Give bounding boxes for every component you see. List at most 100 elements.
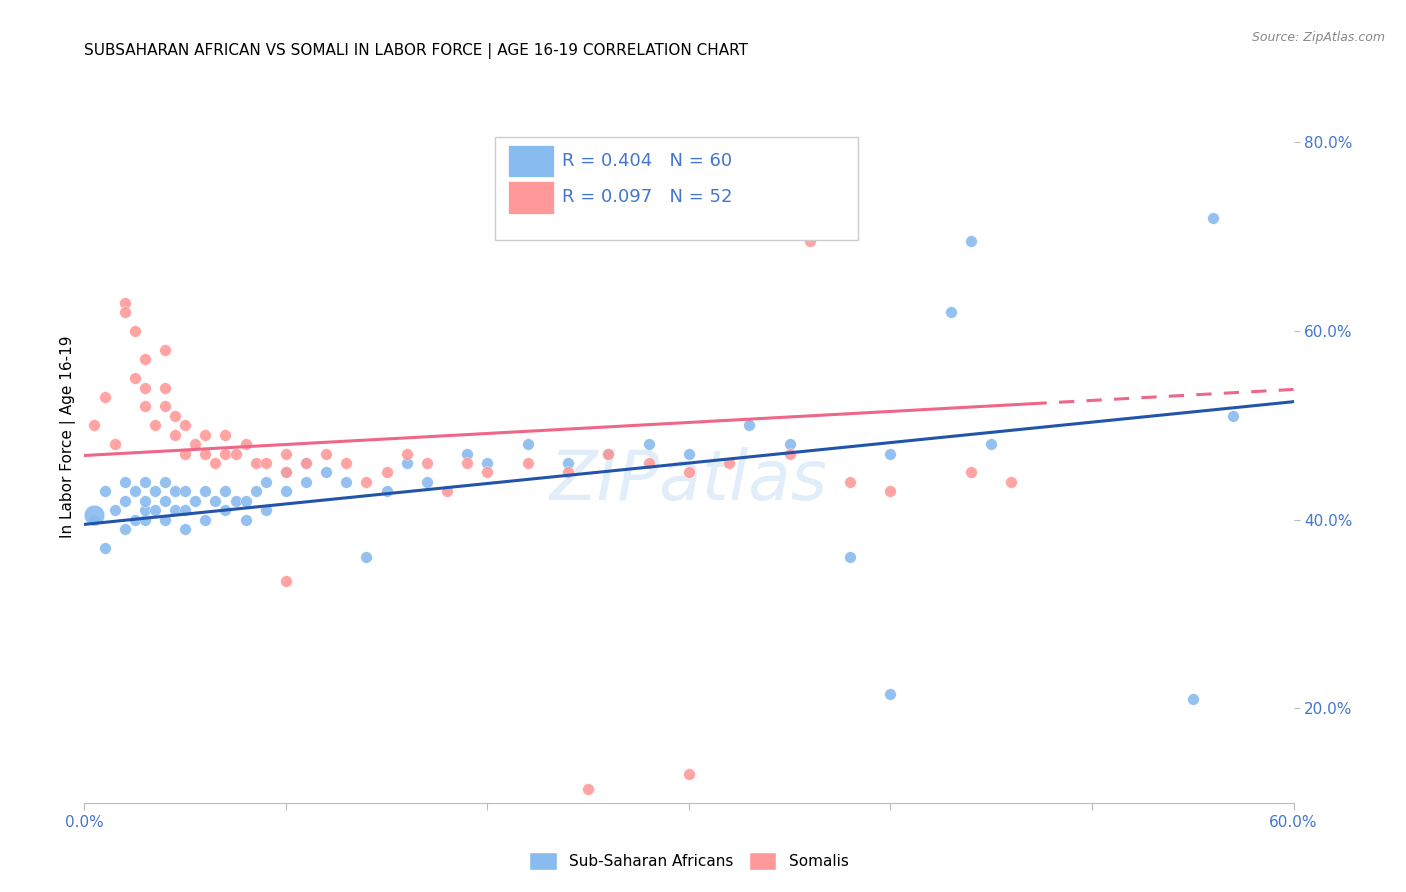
Point [879, 484, 901, 499]
Point [114, 522, 136, 536]
Point [335, 456, 357, 470]
Point [184, 437, 207, 451]
Text: R = 0.404   N = 60: R = 0.404 N = 60 [562, 152, 733, 169]
Point [165, 409, 187, 423]
Point [295, 456, 318, 470]
Point [738, 418, 761, 433]
Point [245, 456, 267, 470]
Point [134, 380, 156, 394]
Point [134, 352, 156, 367]
Point [980, 437, 1002, 451]
Point [194, 427, 217, 442]
Point [1181, 692, 1204, 706]
Text: ZIPatlas: ZIPatlas [550, 448, 828, 515]
Point [274, 466, 297, 480]
Point [93, 541, 115, 555]
Text: SUBSAHARAN AFRICAN VS SOMALI IN LABOR FORCE | AGE 16-19 CORRELATION CHART: SUBSAHARAN AFRICAN VS SOMALI IN LABOR FO… [84, 43, 748, 59]
Point [124, 513, 146, 527]
Point [356, 550, 378, 565]
Point [557, 466, 579, 480]
Point [204, 456, 226, 470]
Point [214, 447, 236, 461]
Point [1000, 475, 1022, 489]
Point [274, 484, 297, 499]
Point [153, 343, 176, 357]
Point [143, 418, 166, 433]
Point [274, 447, 297, 461]
Point [779, 437, 801, 451]
Point [174, 503, 197, 517]
Point [134, 475, 156, 489]
Point [356, 475, 378, 489]
Point [134, 503, 156, 517]
Point [174, 447, 197, 461]
Point [134, 493, 156, 508]
Point [254, 503, 277, 517]
Point [83, 508, 105, 522]
Point [315, 466, 337, 480]
Point [576, 781, 599, 796]
Point [456, 447, 478, 461]
Point [678, 447, 700, 461]
Point [194, 484, 217, 499]
Point [165, 427, 187, 442]
Point [214, 484, 236, 499]
Point [274, 574, 297, 588]
Point [516, 437, 538, 451]
Point [174, 522, 197, 536]
Point [477, 466, 499, 480]
Point [214, 503, 236, 517]
Point [1202, 211, 1225, 225]
Point [114, 295, 136, 310]
Point [225, 493, 247, 508]
Point [104, 503, 127, 517]
Text: Source: ZipAtlas.com: Source: ZipAtlas.com [1251, 31, 1385, 45]
Point [395, 456, 418, 470]
Point [235, 437, 257, 451]
FancyBboxPatch shape [495, 137, 858, 240]
Point [153, 513, 176, 527]
Point [104, 437, 127, 451]
Point [839, 550, 862, 565]
Point [114, 493, 136, 508]
Point [153, 475, 176, 489]
Point [114, 475, 136, 489]
Point [194, 513, 217, 527]
Text: R = 0.097   N = 52: R = 0.097 N = 52 [562, 188, 733, 206]
Y-axis label: In Labor Force | Age 16-19: In Labor Force | Age 16-19 [60, 335, 76, 539]
Point [153, 380, 176, 394]
Point [436, 484, 458, 499]
Point [960, 234, 983, 248]
Point [295, 475, 318, 489]
Point [375, 484, 398, 499]
Point [83, 418, 105, 433]
Point [416, 475, 439, 489]
Point [637, 437, 659, 451]
Point [879, 447, 901, 461]
Point [598, 447, 620, 461]
Point [678, 767, 700, 781]
Point [779, 447, 801, 461]
Point [143, 484, 166, 499]
Point [254, 456, 277, 470]
Point [194, 447, 217, 461]
Point [153, 493, 176, 508]
Point [395, 447, 418, 461]
Point [134, 400, 156, 414]
Point [939, 305, 962, 319]
Point [879, 687, 901, 701]
Point [678, 466, 700, 480]
FancyBboxPatch shape [508, 145, 554, 178]
Point [274, 466, 297, 480]
Point [93, 390, 115, 404]
Point [174, 484, 197, 499]
Point [637, 456, 659, 470]
Point [477, 456, 499, 470]
Point [184, 493, 207, 508]
Point [799, 234, 821, 248]
Point [153, 400, 176, 414]
Point [516, 456, 538, 470]
Point [225, 447, 247, 461]
Point [315, 447, 337, 461]
Point [143, 503, 166, 517]
